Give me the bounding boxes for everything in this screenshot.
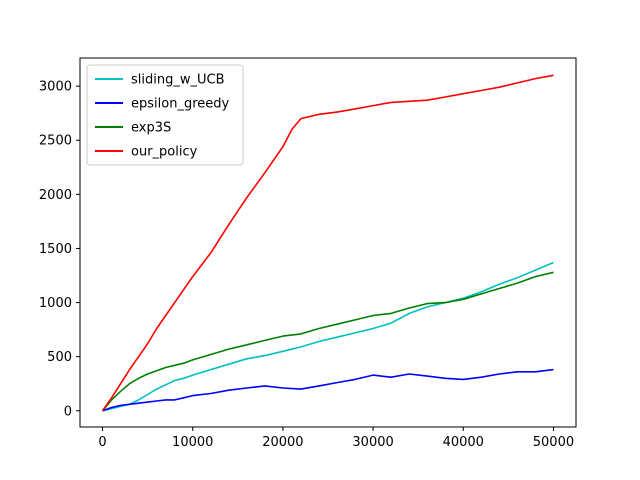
y-tick-label: 2500 xyxy=(39,134,72,149)
x-tick-label: 0 xyxy=(98,435,106,450)
y-tick-label: 1000 xyxy=(39,296,72,311)
legend-box xyxy=(86,64,244,166)
y-tick-label: 3000 xyxy=(39,80,72,95)
x-tick-label: 30000 xyxy=(352,435,393,450)
series-line-sliding-w-UCB xyxy=(102,261,554,412)
legend: sliding_w_UCB epsilon_greedy exp3S our_poli… xyxy=(86,64,244,166)
legend-label-exp3S: exp3S xyxy=(131,121,171,136)
x-tick-label: 20000 xyxy=(262,435,303,450)
series-line-epsilon-greedy xyxy=(102,368,554,412)
legend-label-our-policy: our_policy xyxy=(131,145,198,160)
x-tick-label: 50000 xyxy=(533,435,574,450)
series-layer xyxy=(101,74,554,412)
series-line-our-policy xyxy=(101,74,554,412)
y-tick-label: 0 xyxy=(64,404,72,419)
series-line-exp3S xyxy=(101,271,554,412)
y-tick-label: 500 xyxy=(47,350,72,365)
axes: 0 10000 20000 30000 40000 50000 0 500 1000 1500 20… xyxy=(39,57,577,450)
x-tick-label: 40000 xyxy=(443,435,484,450)
y-tick-label: 1500 xyxy=(39,242,72,257)
legend-label-epsilon-greedy: epsilon_greedy xyxy=(131,97,229,112)
axes-frame xyxy=(79,57,577,428)
legend-label-sliding-w-UCB: sliding_w_UCB xyxy=(131,73,225,88)
y-tick-label: 2000 xyxy=(39,188,72,203)
x-tick-label: 10000 xyxy=(172,435,213,450)
